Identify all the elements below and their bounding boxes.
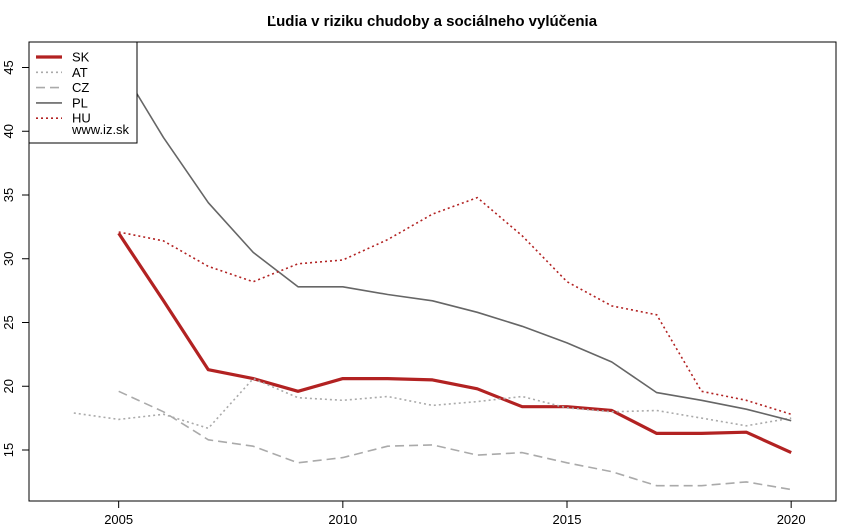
series-line-sk xyxy=(117,232,792,455)
series-line-at xyxy=(73,377,792,430)
y-tick-label: 40 xyxy=(1,124,16,138)
y-axis: 15 20 25 30 35 40 45 xyxy=(1,60,30,457)
x-tick-label: 2010 xyxy=(328,512,357,527)
series-layer xyxy=(73,63,792,491)
series-line-cz xyxy=(118,390,792,491)
y-tick-label: 25 xyxy=(1,315,16,329)
y-tick-label: 35 xyxy=(1,188,16,202)
chart-title: Ľudia v riziku chudoby a sociálneho vylú… xyxy=(267,13,598,30)
legend-label-cz: CZ xyxy=(72,80,89,95)
x-tick-label: 2020 xyxy=(777,512,806,527)
legend-label-hu: HU xyxy=(72,111,91,126)
x-tick-label: 2005 xyxy=(104,512,133,527)
legend-label-at: AT xyxy=(72,65,88,80)
y-tick-label: 45 xyxy=(1,60,16,74)
y-tick-label: 20 xyxy=(1,379,16,393)
legend-box xyxy=(28,41,138,144)
series-line-pl xyxy=(118,63,792,422)
x-axis: 2005 2010 2015 2020 xyxy=(104,500,806,527)
series-line-hu xyxy=(118,196,792,416)
y-tick-label: 15 xyxy=(1,443,16,457)
y-tick-label: 30 xyxy=(1,252,16,266)
legend-label-pl: PL xyxy=(72,95,88,110)
legend-source-label: www.iz.sk xyxy=(71,122,130,137)
x-tick-label: 2015 xyxy=(553,512,582,527)
legend-label-sk: SK xyxy=(72,50,90,65)
